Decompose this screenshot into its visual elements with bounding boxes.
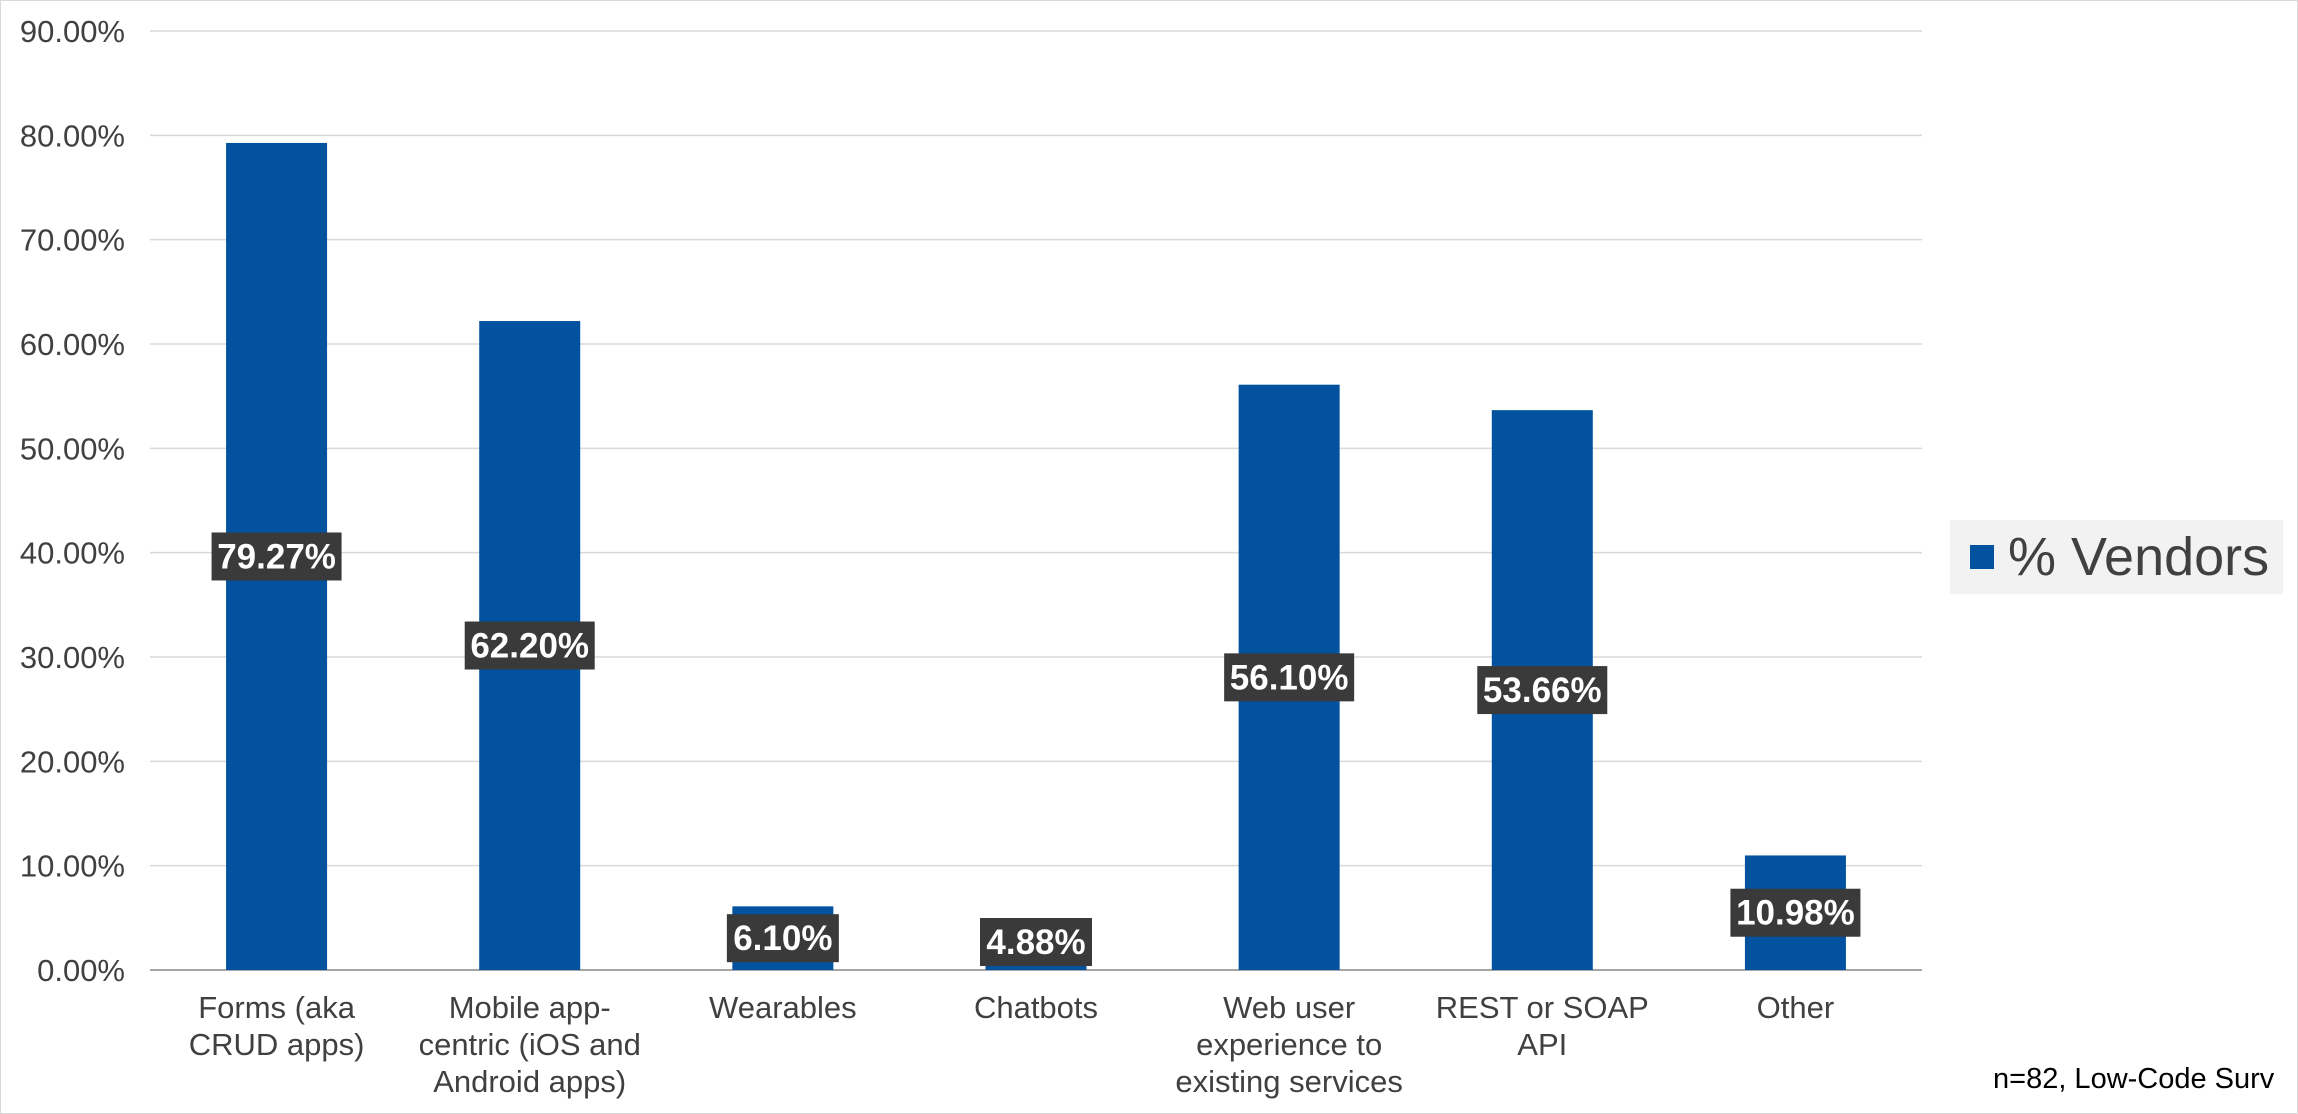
x-category-label: REST or SOAP API [1436,990,1649,1062]
data-label: 10.98% [1736,894,1855,933]
y-tick-label: 30.00% [20,640,125,675]
legend-swatch [1970,545,1994,569]
y-tick-label: 80.00% [20,118,125,153]
data-label: 79.27% [217,537,336,576]
legend: % Vendors [1950,520,2284,594]
data-label-box [211,532,342,581]
x-category-label: Other [1757,990,1835,1025]
y-tick-label: 70.00% [20,223,125,258]
data-label: 4.88% [986,923,1085,962]
data-label-box [1730,888,1861,937]
y-tick-label: 90.00% [20,14,125,49]
y-tick-label: 50.00% [20,431,125,466]
x-category-label: Chatbots [974,990,1098,1025]
data-label: 56.10% [1230,658,1349,697]
data-label: 62.20% [470,627,589,666]
y-tick-label: 60.00% [20,327,125,362]
sample-note: n=82, Low-Code Surv [1993,1063,2275,1095]
y-tick-label: 20.00% [20,744,125,779]
data-label-box [980,918,1092,966]
x-category-label: Forms (aka CRUD apps) [189,990,365,1062]
y-tick-label: 0.00% [37,953,125,988]
y-tick-label: 10.00% [20,849,125,884]
legend-label: % Vendors [2008,527,2270,587]
x-category-label: Mobile app-centric (iOS and Android apps) [419,990,641,1099]
data-label-box [1224,653,1355,702]
data-label: 53.66% [1483,671,1602,710]
data-label-box [1477,666,1608,715]
y-tick-label: 40.00% [20,536,125,571]
data-label-box [726,914,839,963]
x-category-label: Wearables [709,990,857,1025]
data-label-box [464,621,595,670]
data-label: 6.10% [733,919,832,958]
x-category-label: Web user experience to existing services [1175,990,1402,1099]
